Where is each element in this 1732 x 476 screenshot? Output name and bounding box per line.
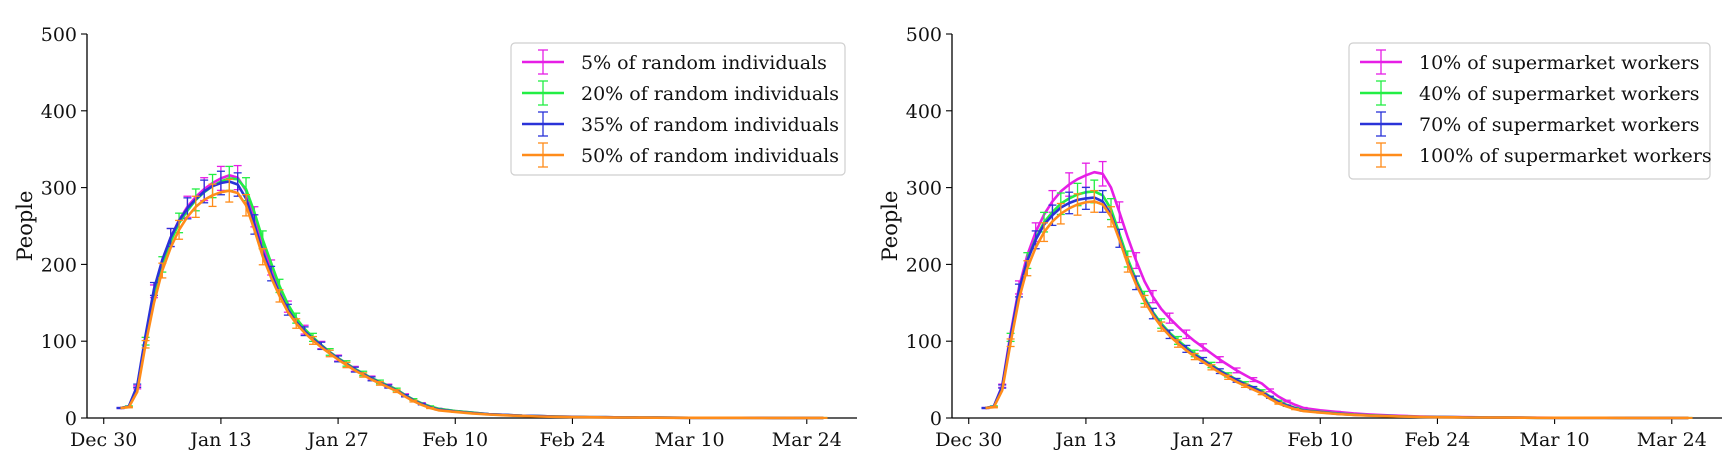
legend-label: 50% of random individuals xyxy=(581,145,839,167)
x-tick-label: Mar 24 xyxy=(1637,429,1707,451)
x-tick-label: Jan 13 xyxy=(1053,429,1116,451)
y-tick-label: 300 xyxy=(41,178,77,200)
y-tick-label: 400 xyxy=(41,101,77,123)
legend-label: 70% of supermarket workers xyxy=(1419,114,1700,136)
y-tick-label: 300 xyxy=(906,178,942,200)
legend-label: 40% of supermarket workers xyxy=(1419,83,1700,105)
y-tick-label: 200 xyxy=(41,254,77,276)
y-tick-label: 200 xyxy=(906,254,942,276)
y-tick-label: 0 xyxy=(65,408,77,430)
y-tick-label: 100 xyxy=(41,331,77,353)
legend-frame xyxy=(1348,42,1711,180)
series-4 xyxy=(985,189,1693,420)
series-line xyxy=(120,180,824,420)
legend-label: 5% of random individuals xyxy=(581,52,827,74)
series-line xyxy=(985,190,1689,420)
x-tick-label: Feb 10 xyxy=(422,429,488,451)
legend: 5% of random individuals 20% of random in… xyxy=(510,42,846,176)
legend-label: 10% of supermarket workers xyxy=(1419,52,1700,74)
x-tick-label: Mar 10 xyxy=(655,429,725,451)
x-tick-label: Mar 24 xyxy=(772,429,842,451)
chart-panel-2: 0 100 200 300 400 500 Dec 30 Jan 13 Jan 27 Feb 10… xyxy=(878,24,1722,451)
x-tick-label: Dec 30 xyxy=(70,429,137,451)
legend-frame xyxy=(510,42,846,176)
x-tick-label: Dec 30 xyxy=(935,429,1002,451)
y-axis-label: People xyxy=(13,191,37,262)
series-1 xyxy=(116,164,824,420)
series-1 xyxy=(981,160,1689,420)
y-tick-label: 500 xyxy=(41,24,77,46)
series-4 xyxy=(120,178,828,420)
series-2 xyxy=(985,179,1693,420)
series-2 xyxy=(120,165,828,420)
series-line xyxy=(120,177,824,420)
y-tick-label: 100 xyxy=(906,331,942,353)
x-tick-label: Jan 13 xyxy=(188,429,251,451)
legend: 10% of supermarket workers 40% of superma… xyxy=(1348,42,1712,180)
y-tick-label: 0 xyxy=(930,408,942,430)
x-tick-label: Mar 10 xyxy=(1520,429,1590,451)
x-tick-label: Feb 24 xyxy=(540,429,606,451)
series-line xyxy=(120,174,824,420)
legend-label: 35% of random individuals xyxy=(581,114,839,136)
x-tick-label: Jan 27 xyxy=(305,429,368,451)
y-tick-label: 400 xyxy=(906,101,942,123)
series-3 xyxy=(116,170,824,420)
y-axis-label: People xyxy=(878,191,902,262)
series-line xyxy=(985,170,1689,420)
y-tick-label: 500 xyxy=(906,24,942,46)
series-3 xyxy=(981,186,1689,420)
series-line xyxy=(985,196,1689,420)
legend-label: 100% of supermarket workers xyxy=(1419,145,1712,167)
x-tick-label: Jan 27 xyxy=(1170,429,1233,451)
chart-panel-1: 0 100 200 300 400 500 Dec 30 Jan 13 Jan 27 Feb 10… xyxy=(13,24,857,451)
series-line xyxy=(985,200,1689,420)
legend-label: 20% of random individuals xyxy=(581,83,839,105)
series-line xyxy=(120,189,824,420)
x-tick-label: Feb 10 xyxy=(1287,429,1353,451)
x-tick-label: Feb 24 xyxy=(1405,429,1471,451)
